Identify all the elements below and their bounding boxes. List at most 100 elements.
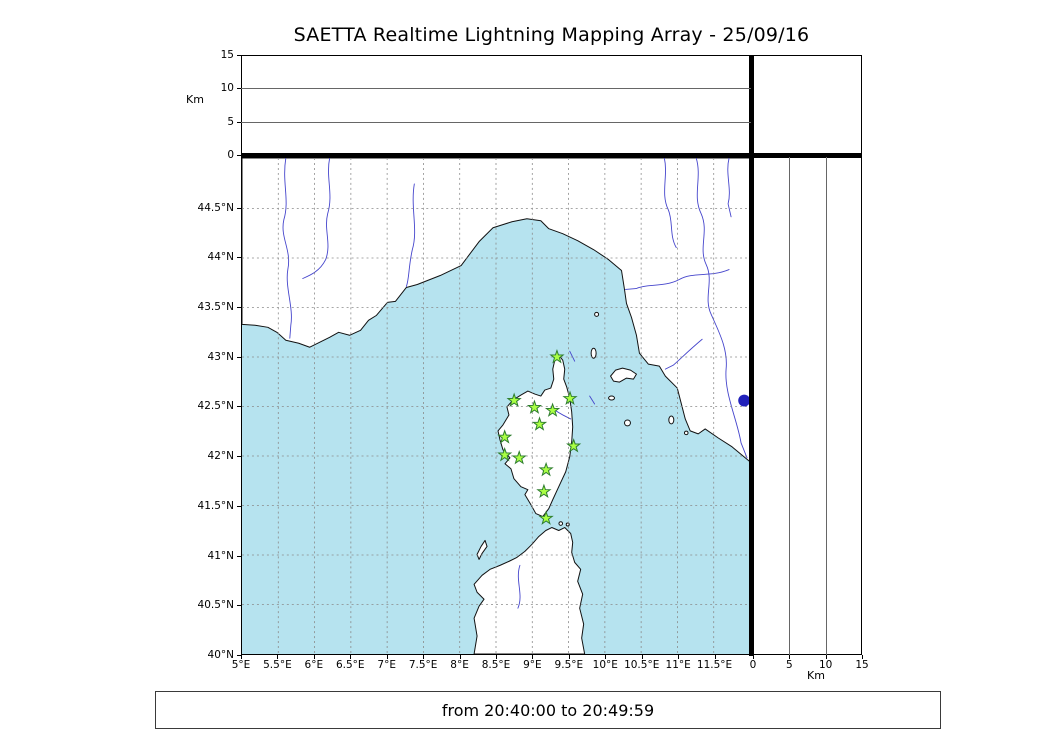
lat-tick-label: 44°N [207, 251, 234, 264]
lon-tick-label: 7°E [377, 659, 396, 671]
time-range-text: from 20:40:00 to 20:49:59 [441, 700, 655, 720]
river-durance [282, 158, 292, 339]
station-star [497, 429, 513, 444]
station-star [549, 348, 565, 364]
lon-tick-mark [496, 655, 497, 659]
lat-tick-label: 43°N [207, 350, 234, 363]
river-verdon [302, 158, 331, 279]
caprera-island [565, 522, 570, 527]
alt-right-tick-label: 15 [855, 659, 869, 671]
alt-right-tick-label: 0 [749, 659, 757, 671]
lon-tick-label: 6°E [304, 659, 324, 671]
stream-mark-b [589, 395, 596, 405]
river-coghinas [517, 564, 521, 609]
lat-tick-label: 43.5°N [197, 301, 234, 314]
station-star [562, 390, 578, 406]
separator-horizontal [241, 153, 862, 157]
rivers [282, 158, 748, 609]
lon-tick-mark [241, 655, 242, 659]
lon-tick-label: 5°E [231, 659, 251, 671]
elba-island [610, 367, 637, 383]
river-arno [625, 269, 730, 290]
lon-tick-label: 9°E [523, 659, 542, 671]
alt-axis-unit-right: Km [807, 669, 825, 682]
lon-tick-mark [641, 655, 643, 659]
coastline-mainland-france-italy [242, 158, 750, 463]
lon-tick-label: 11.5°E [696, 659, 733, 671]
lake-bolsena-marker [738, 394, 750, 407]
river-taro [727, 158, 732, 218]
lon-tick-label: 6.5°E [335, 659, 365, 671]
alt-top-tick-label: 5 [227, 115, 234, 128]
stream-mark-a [569, 350, 576, 362]
lon-tick-mark [714, 655, 716, 659]
landmasses [242, 158, 750, 654]
alt-right-tick-mark [825, 655, 827, 659]
figure-title: SAETTA Realtime Lightning Mapping Array … [293, 24, 810, 46]
station-star [526, 399, 543, 414]
separator-vertical [749, 55, 753, 656]
altitude-histogram-panel [753, 55, 862, 155]
station-star [506, 392, 522, 408]
station-star [497, 447, 513, 462]
lon-tick-label: 10°E [592, 659, 618, 671]
river-trebbia [663, 158, 677, 249]
giglio-island [668, 415, 675, 425]
altitude-latitude-panel [753, 157, 862, 655]
sardinia-island [473, 527, 586, 654]
lon-tick-label: 8°E [450, 659, 469, 671]
alt-right-tick-mark [862, 655, 863, 659]
corsica-island [497, 354, 574, 518]
lon-tick-mark [532, 655, 534, 659]
station-star [544, 402, 561, 417]
map-panel [241, 157, 751, 655]
lat-tick-label: 41.5°N [197, 499, 234, 512]
gorgona-island [594, 311, 600, 317]
lat-tick-mark [237, 655, 241, 656]
montecristo-island [623, 419, 631, 427]
station-star [531, 416, 548, 431]
river-ombrone [664, 338, 703, 370]
lon-tick-mark [277, 655, 279, 659]
pianosa-island [608, 395, 616, 401]
altitude-longitude-panel [241, 55, 751, 155]
capraia-island [590, 347, 597, 359]
giannutri-island [683, 430, 689, 436]
alt-right-tick-mark [753, 655, 754, 659]
alt-axis-unit-top: Km [186, 93, 204, 106]
lon-tick-label: 7.5°E [408, 659, 438, 671]
lon-tick-label: 5.5°E [263, 659, 292, 671]
time-range-box: from 20:40:00 to 20:49:59 [155, 691, 941, 729]
river-tiber [695, 158, 748, 459]
river-var [405, 183, 416, 287]
map-svg [242, 158, 750, 654]
lon-tick-mark [678, 655, 680, 659]
alt-top-tick-label: 10 [220, 82, 234, 95]
lon-tick-mark [605, 655, 607, 659]
station-star [536, 483, 552, 499]
lon-tick-mark [386, 655, 388, 659]
lon-tick-label: 8.5°E [481, 659, 511, 671]
station-star [511, 449, 527, 465]
lat-tick-label: 42°N [207, 450, 234, 463]
asinara-island [476, 539, 488, 560]
lat-tick-label: 41°N [207, 549, 234, 562]
lat-tick-label: 40.5°N [197, 599, 234, 612]
lon-tick-label: 9.5°E [554, 659, 584, 671]
lat-tick-label: 44.5°N [197, 201, 234, 214]
lon-tick-mark [313, 655, 315, 659]
lon-tick-mark [423, 655, 425, 659]
lat-tick-label: 40°N [207, 649, 234, 661]
lon-tick-label: 10.5°E [624, 659, 660, 671]
lon-tick-mark [350, 655, 352, 659]
lat-tick-label: 42.5°N [197, 400, 234, 413]
station-star [538, 510, 554, 525]
alt-top-tick-label: 0 [227, 149, 234, 161]
alt-right-tick-mark [789, 655, 791, 659]
lon-tick-mark [568, 655, 570, 659]
lon-tick-label: 11°E [665, 659, 691, 671]
station-markers [497, 348, 582, 525]
maddalena-island [558, 521, 564, 526]
alt-top-tick-label: 15 [220, 49, 234, 61]
